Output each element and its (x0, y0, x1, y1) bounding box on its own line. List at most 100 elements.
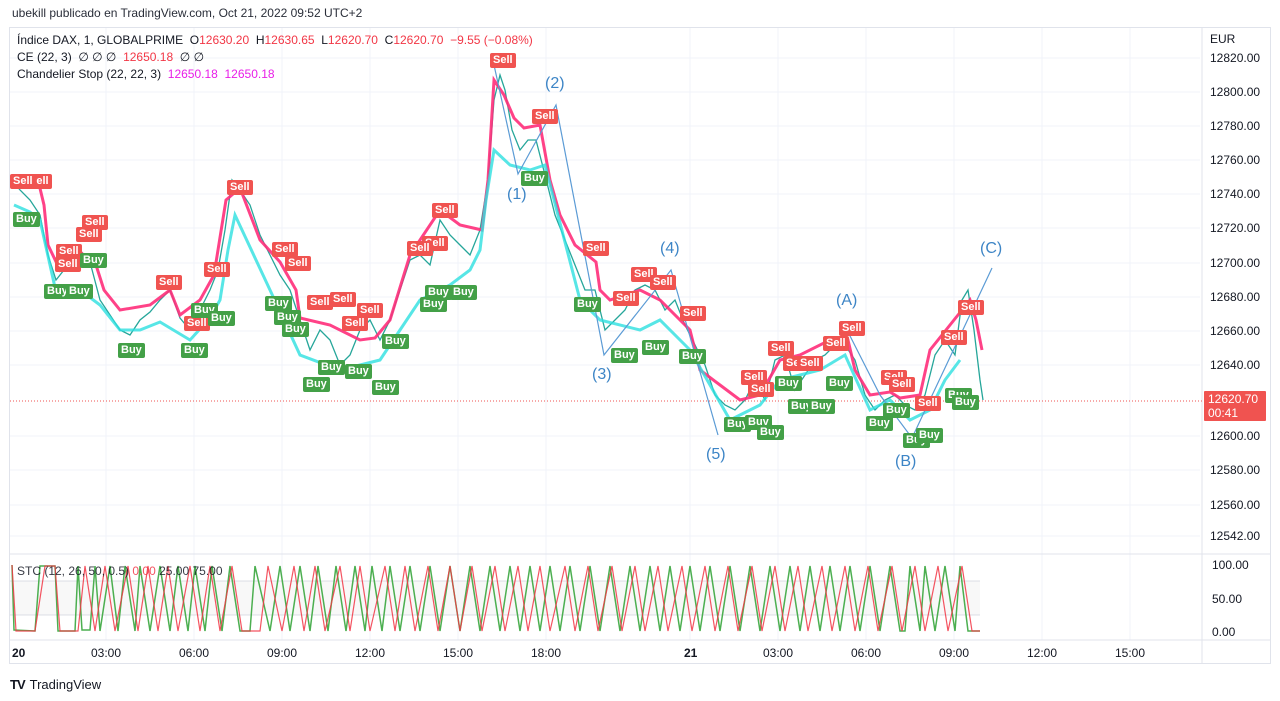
buy-signal[interactable]: Buy (345, 364, 372, 379)
buy-signal[interactable]: Buy (274, 310, 301, 325)
wave-label-b[interactable]: (B) (895, 453, 917, 470)
buy-signal[interactable]: Buy (181, 343, 208, 358)
sell-signal[interactable]: Sell (748, 382, 774, 397)
sell-signal[interactable]: Sell (272, 242, 298, 257)
svg-text:12760.00: 12760.00 (1210, 153, 1260, 167)
buy-signal[interactable]: Buy (574, 297, 601, 312)
buy-signal[interactable]: Buy (420, 297, 447, 312)
buy-signal[interactable]: Buy (265, 296, 292, 311)
buy-signal[interactable]: Buy (118, 343, 145, 358)
sell-signal[interactable]: Sell (823, 336, 849, 351)
svg-text:12640.00: 12640.00 (1210, 358, 1260, 372)
chart-frame (9, 27, 1271, 664)
buy-signal[interactable]: Buy (916, 428, 943, 443)
wave-label-a[interactable]: (A) (836, 292, 858, 309)
buy-signal[interactable]: Buy (66, 284, 93, 299)
sell-signal[interactable]: Sell (768, 341, 794, 356)
sell-signal[interactable]: Sell (227, 180, 253, 195)
chandelier-legend-row[interactable]: Chandelier Stop (22, 22, 3) 12650.18 126… (17, 66, 533, 83)
svg-text:12680.00: 12680.00 (1210, 290, 1260, 304)
ce-value: 12650.18 (123, 50, 174, 64)
buy-signal[interactable]: Buy (303, 377, 330, 392)
sell-signal[interactable]: Sell (941, 330, 967, 345)
buy-signal[interactable]: Buy (679, 349, 706, 364)
buy-signal[interactable]: Buy (80, 253, 107, 268)
svg-text:12700.00: 12700.00 (1210, 256, 1260, 270)
sell-signal[interactable]: Sell (490, 53, 516, 68)
sell-signal[interactable]: Sell (307, 295, 333, 310)
sell-signal[interactable]: Sell (650, 275, 676, 290)
svg-text:12560.00: 12560.00 (1210, 498, 1260, 512)
buy-signal[interactable]: Buy (318, 360, 345, 375)
wave-label-c[interactable]: (C) (980, 240, 1003, 257)
time-tick: 20 (12, 646, 26, 660)
sell-signal[interactable]: Sell (184, 316, 210, 331)
sell-signal[interactable]: Sell (285, 256, 311, 271)
sell-signal[interactable]: Sell (156, 275, 182, 290)
brand-name: TradingView (29, 677, 102, 692)
sell-signal[interactable]: Sell (330, 292, 356, 307)
stc-legend[interactable]: STC (12, 26, 50, 0.5) 0.00 25.00 75.00 (17, 564, 223, 578)
sell-signal[interactable]: Sell (839, 321, 865, 336)
sell-signal[interactable]: Sell (958, 300, 984, 315)
wave-label-4[interactable]: (4) (660, 240, 680, 257)
wave-label-5[interactable]: (5) (706, 446, 726, 463)
svg-text:12740.00: 12740.00 (1210, 187, 1260, 201)
sell-signal[interactable]: Sell (76, 227, 102, 242)
price-axis[interactable]: EUR 12820.00 12800.00 12780.00 12760.00 … (1210, 32, 1260, 543)
chandelier-value-1: 12650.18 (167, 67, 218, 81)
sell-signal[interactable]: Sell (10, 174, 36, 189)
buy-signal[interactable]: Buy (521, 171, 548, 186)
buy-signal[interactable]: Buy (808, 399, 835, 414)
buy-signal[interactable]: Buy (44, 284, 71, 299)
svg-text:12660.00: 12660.00 (1210, 324, 1260, 338)
buy-signal[interactable]: Buy (775, 376, 802, 391)
buy-signal[interactable]: Buy (642, 340, 669, 355)
sell-signal[interactable]: Sell (342, 316, 368, 331)
sell-signal[interactable]: Sell (613, 291, 639, 306)
sell-signal[interactable]: Sell (357, 303, 383, 318)
stc-axis[interactable]: 100.00 50.00 0.00 (1212, 558, 1249, 639)
wave-label-2[interactable]: (2) (545, 75, 565, 92)
svg-text:12720.00: 12720.00 (1210, 221, 1260, 235)
buy-signal[interactable]: Buy (757, 425, 784, 440)
sell-signal[interactable]: Sell (56, 244, 82, 259)
ce-legend-row[interactable]: CE (22, 3) ∅ ∅ ∅ 12650.18 ∅ ∅ (17, 50, 205, 64)
sell-signal[interactable]: Sell (204, 262, 230, 277)
time-tick: 21 (684, 646, 698, 660)
time-tick: 12:00 (1027, 646, 1058, 660)
sell-signal[interactable]: Sell (741, 370, 767, 385)
buy-signal[interactable]: Buy (611, 348, 638, 363)
sell-signal[interactable]: Sell (889, 377, 915, 392)
wave-label-1[interactable]: (1) (507, 186, 527, 203)
buy-signal[interactable]: Buy (724, 417, 751, 432)
sell-signal[interactable]: Sell (680, 306, 706, 321)
sell-signal[interactable]: Sell (532, 109, 558, 124)
buy-signal[interactable]: Buy (866, 416, 893, 431)
buy-signal[interactable]: Buy (425, 285, 452, 300)
svg-text:12580.00: 12580.00 (1210, 463, 1260, 477)
sell-signal[interactable]: Sell (407, 241, 433, 256)
buy-signal[interactable]: Buy (372, 380, 399, 395)
buy-signal[interactable]: Buy (208, 311, 235, 326)
tradingview-brand[interactable]: TV TradingView (10, 677, 101, 692)
buy-signal[interactable]: Buy (883, 403, 910, 418)
time-tick: 03:00 (763, 646, 794, 660)
buy-signal[interactable]: Buy (450, 285, 477, 300)
sell-signal[interactable]: Sell (797, 356, 823, 371)
sell-signal[interactable]: Sell (82, 215, 108, 230)
sell-signal[interactable]: Sell (55, 257, 81, 272)
buy-signal[interactable]: Buy (952, 395, 979, 410)
buy-signal[interactable]: Buy (382, 334, 409, 349)
buy-signal[interactable]: Buy (826, 376, 853, 391)
close-value: 12620.70 (393, 33, 444, 47)
svg-text:12780.00: 12780.00 (1210, 119, 1260, 133)
sell-signal[interactable]: Sell (432, 203, 458, 218)
buy-signal[interactable]: Buy (13, 212, 40, 227)
sell-signal[interactable]: Sell (915, 396, 941, 411)
sell-signal[interactable]: Sell (583, 241, 609, 256)
buy-signal[interactable]: Buy (282, 322, 309, 337)
wave-label-3[interactable]: (3) (592, 366, 612, 383)
symbol-name[interactable]: Índice DAX, 1, GLOBALPRIME (17, 33, 184, 47)
